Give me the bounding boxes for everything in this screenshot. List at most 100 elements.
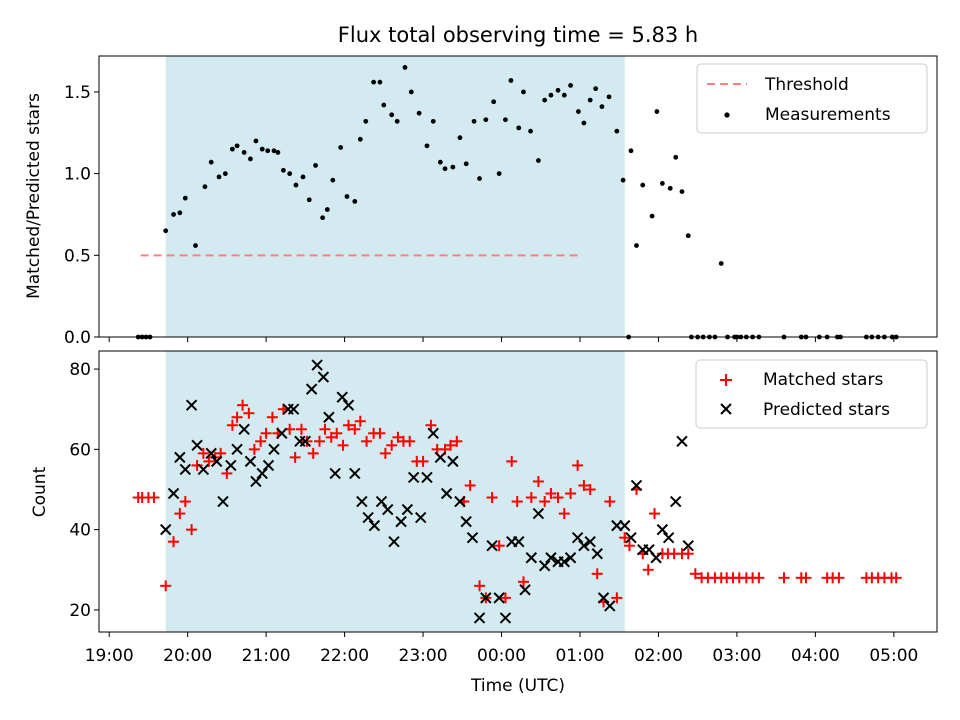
measurement-point [640, 182, 646, 188]
bottom-y-tick-label: 20 [69, 601, 91, 621]
predicted-star-point [571, 531, 584, 544]
matched-star-point [349, 423, 361, 435]
measurement-point [718, 261, 724, 266]
measurement-point [416, 110, 422, 116]
predicted-star-point [256, 467, 268, 480]
measurement-point [576, 109, 581, 114]
predicted-star-point [276, 427, 288, 439]
predicted-star-point [197, 463, 210, 476]
predicted-star-point [317, 371, 330, 383]
measurement-point [402, 65, 408, 70]
matched-star-point [404, 435, 416, 447]
measurement-point [673, 154, 679, 160]
measurement-point [667, 185, 673, 191]
measurement-point [521, 89, 526, 95]
predicted-star-point [421, 471, 433, 484]
measurement-point [377, 79, 383, 85]
predicted-star-point [231, 443, 243, 456]
matched-star-point [331, 427, 343, 439]
measurement-point [275, 149, 281, 155]
predicted-star-point [382, 503, 394, 516]
predicted-star-point [362, 511, 374, 524]
legend-predicted-swatch [720, 403, 732, 415]
matched-star-point [539, 496, 551, 508]
predicted-star-point [454, 495, 466, 508]
predicted-star-point [217, 495, 229, 508]
top-x-ticks [108, 337, 895, 342]
x-tick-label: 00:00 [477, 646, 526, 666]
top-y-ticks: 0.0 0.5 1.0 1.5 [64, 83, 99, 348]
matched-star-points [132, 399, 902, 608]
predicted-star-point [388, 535, 400, 548]
matched-star-point [584, 483, 596, 495]
predicted-star-point [656, 523, 669, 536]
matched-star-point [525, 492, 537, 504]
predicted-star-points [159, 359, 694, 624]
measurement-point [430, 118, 436, 124]
measurement-point [614, 128, 620, 134]
predicted-star-point [395, 515, 407, 528]
matched-star-point [237, 399, 249, 411]
matched-star-point [417, 455, 429, 467]
predicted-star-point [368, 519, 381, 532]
measurement-point [555, 87, 561, 93]
measurement-point [324, 207, 330, 212]
predicted-star-point [519, 584, 531, 596]
measurement-point [581, 120, 587, 126]
measurement-point [568, 83, 573, 88]
predicted-star-point [174, 451, 186, 464]
top-observing-span [165, 56, 625, 337]
predicted-star-point [564, 552, 577, 564]
predicted-star-point [447, 455, 459, 468]
measurement-point [280, 167, 286, 173]
matched-star-point [619, 532, 631, 544]
top-y-tick-label: 0.5 [64, 246, 91, 266]
predicted-star-point [179, 463, 192, 476]
predicted-star-point [578, 539, 590, 552]
predicted-star-point [159, 523, 172, 536]
measurement-point [202, 184, 208, 190]
matched-star-point [682, 548, 694, 560]
measurement-point [599, 104, 605, 110]
measurement-point [352, 199, 358, 204]
predicted-star-point [670, 495, 682, 508]
measurement-point [606, 94, 612, 100]
predicted-star-point [473, 612, 486, 624]
predicted-star-point [244, 455, 257, 468]
measurement-point [542, 97, 548, 103]
measurement-point [496, 171, 502, 177]
matched-star-point [289, 451, 301, 463]
measurement-point [634, 243, 639, 248]
measurement-point [424, 143, 430, 149]
matched-star-point [642, 564, 654, 576]
predicted-star-point [205, 447, 217, 460]
matched-star-point [361, 435, 373, 447]
measurement-point [450, 164, 456, 170]
matched-star-point [572, 459, 584, 471]
measurement-point [587, 97, 593, 103]
predicted-star-point [486, 539, 498, 552]
measurement-point [248, 156, 253, 162]
matched-star-point [833, 572, 845, 584]
matched-star-point [379, 447, 391, 459]
matched-star-point [319, 423, 331, 435]
predicted-star-point [268, 443, 280, 456]
matched-star-point [552, 492, 564, 504]
predicted-star-point [299, 435, 312, 448]
predicted-star-point [499, 612, 512, 624]
predicted-star-point [584, 535, 596, 548]
measurement-point [234, 143, 240, 149]
matched-star-point [591, 568, 603, 580]
measurement-point [471, 118, 477, 124]
matched-star-point [486, 492, 498, 504]
predicted-star-point [356, 495, 368, 508]
x-tick-label: 22:00 [320, 646, 369, 666]
measurement-point [330, 177, 336, 183]
legend-measurements-label: Measurements [765, 105, 891, 125]
measurement-point [363, 118, 369, 124]
predicted-star-point [323, 411, 335, 423]
predicted-star-point [349, 467, 361, 480]
legend-threshold-label: Threshold [764, 75, 849, 95]
bottom-y-axis-label: Count [30, 466, 50, 517]
matched-star-point [425, 419, 437, 431]
